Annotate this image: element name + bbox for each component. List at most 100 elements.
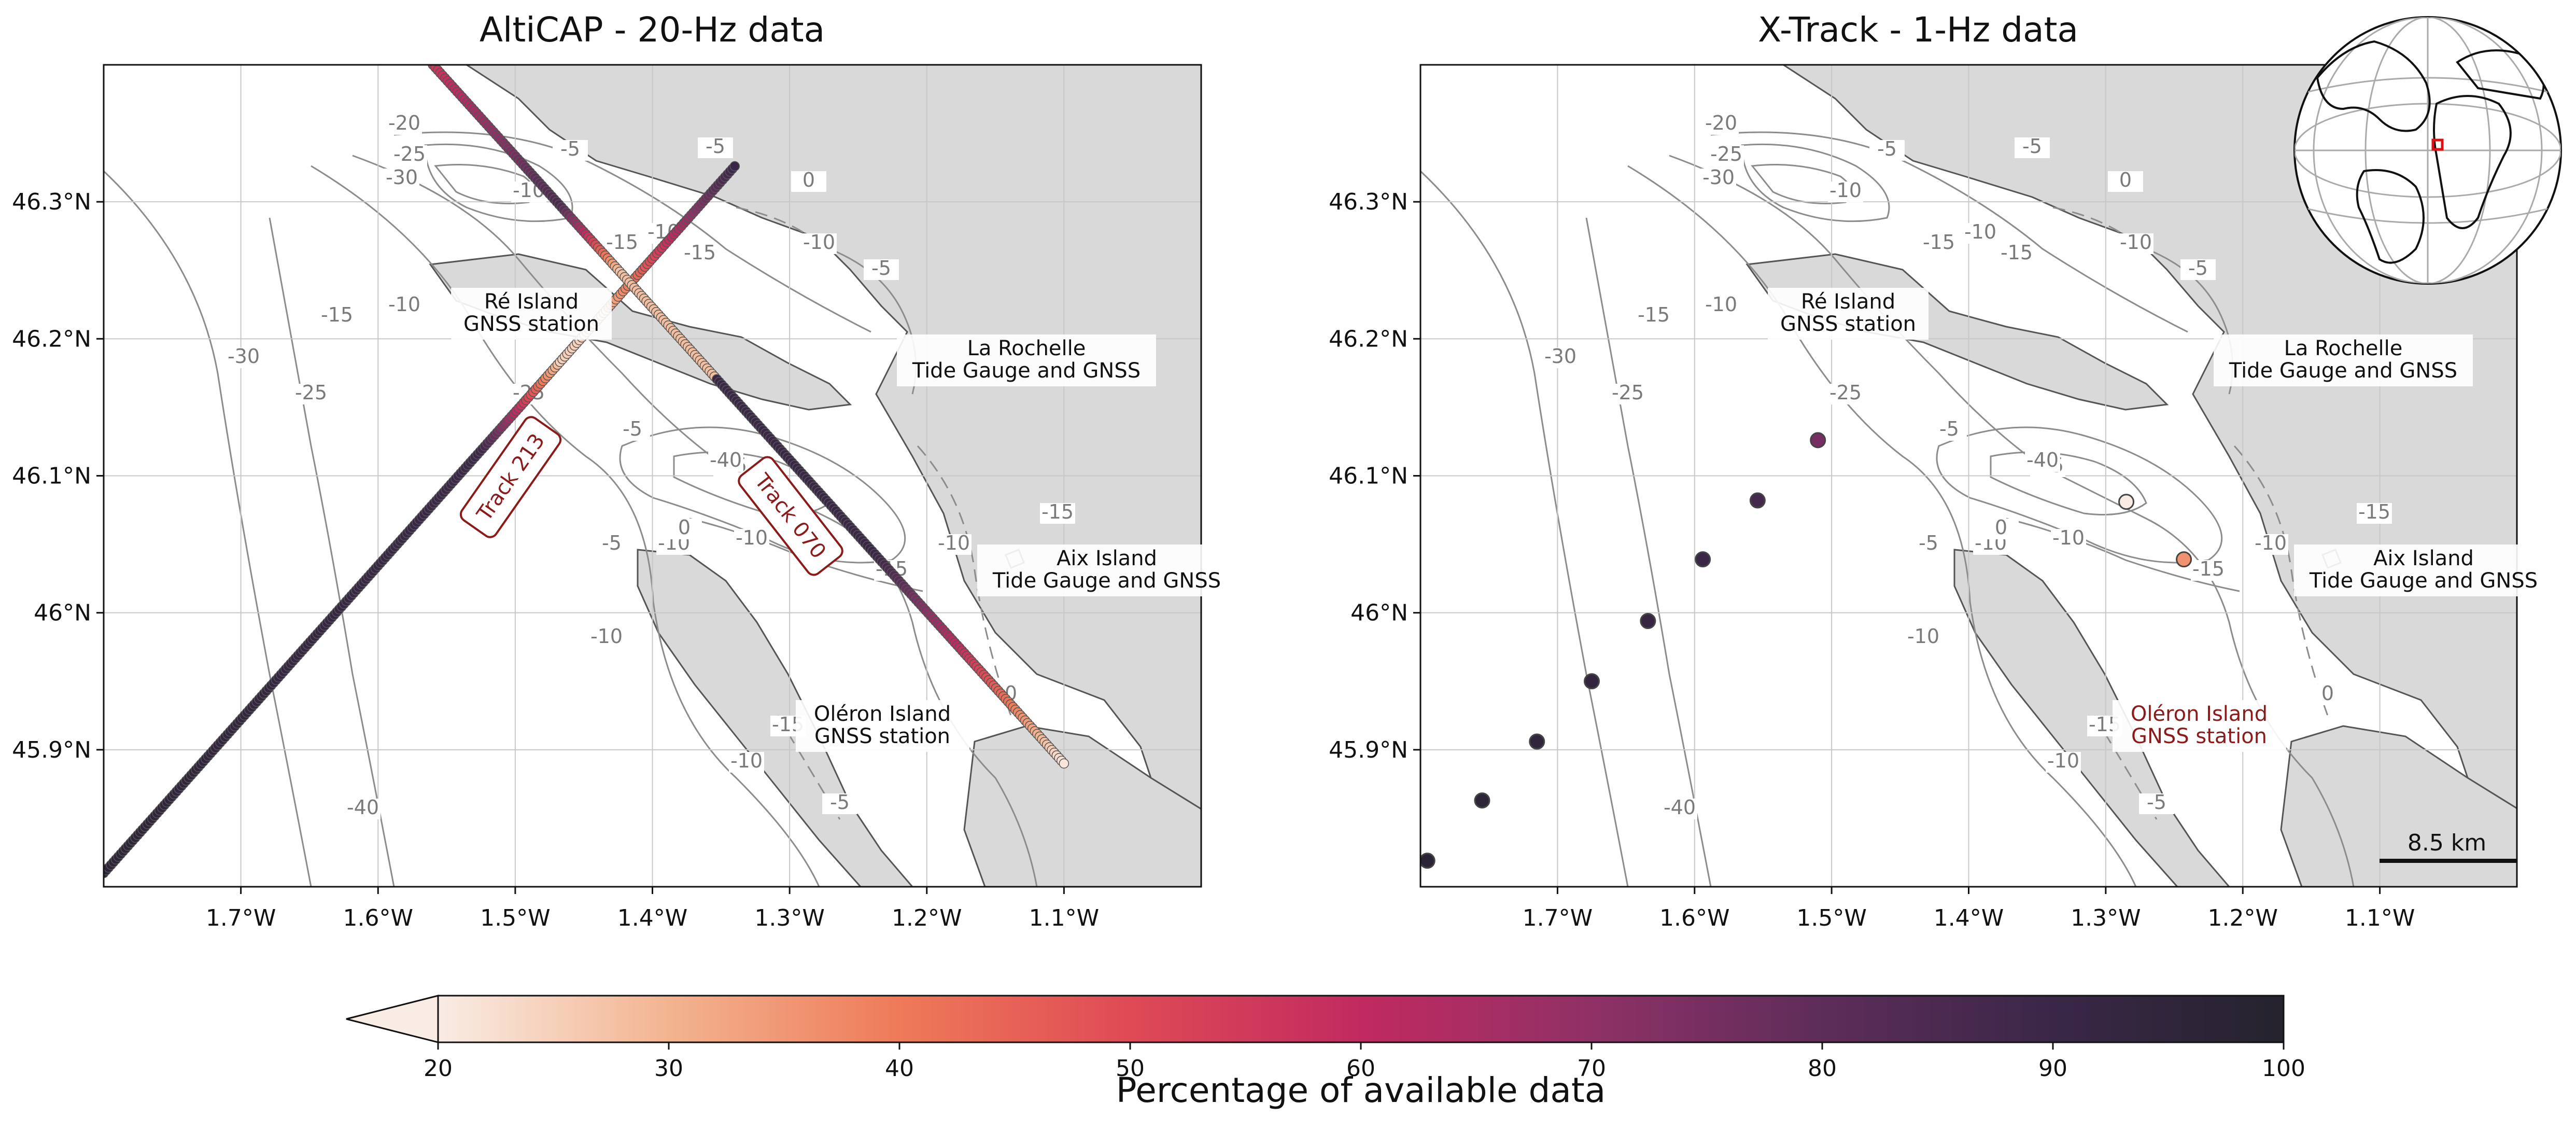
contour-label: -5	[1877, 137, 1897, 160]
colorbar-tick-label: 60	[1346, 1055, 1375, 1082]
tick-label-lon: 1.7°W	[1523, 905, 1593, 931]
xtrack-markers	[1420, 432, 2192, 869]
contour-label: -10	[1907, 625, 1939, 648]
contour-label: -5	[1919, 532, 1938, 554]
contour-label: -5	[706, 135, 725, 158]
contour-label: -15	[684, 241, 716, 264]
contour-label: -40	[347, 796, 379, 819]
contour-labels-xtrack: -20-25-30-5-10-5-10-15 -150-10-5-15 -10-25…	[1543, 111, 2392, 819]
contour-label: -10	[938, 532, 970, 554]
colorbar-tick-label: 30	[654, 1055, 683, 1082]
panel-xtrack: X-Track - 1-Hz data -20-25-30-5-10-5-10-…	[1329, 10, 2562, 931]
contour-label: -25	[295, 381, 327, 404]
contour-label: -15	[2192, 557, 2225, 580]
contour-label: -10	[2052, 526, 2085, 549]
site-oleron-name: Oléron Island	[2131, 702, 2268, 726]
panel-altimeter: AltiCAP - 20-Hz data -20-25-30-5-10-5-10…	[12, 10, 1236, 931]
contour-label: -30	[386, 166, 418, 189]
contour-label: -5	[560, 137, 580, 160]
site-rochelle-name: La Rochelle	[2284, 337, 2403, 360]
contour-label: -15	[2001, 241, 2033, 264]
axis-ticks-xtrack: 1.7°W 1.6°W 1.5°W 1.4°W 1.3°W 1.2°W 1.1°W 46.3°…	[1329, 189, 2415, 931]
contour-label: -20	[388, 111, 420, 134]
contour-label: 0	[678, 516, 691, 539]
contour-label: -15	[321, 303, 353, 326]
site-aix-name: Aix Island	[2373, 547, 2474, 570]
panel-title-altimeter: AltiCAP - 20-Hz data	[480, 10, 825, 50]
contour-label: -10	[1829, 179, 1862, 202]
site-re-type: GNSS station	[463, 312, 599, 336]
contour-label: -15	[1923, 231, 1955, 254]
contour-label: 0	[2119, 169, 2132, 191]
site-label-re-xtrack: Ré Island GNSS station	[1768, 288, 1929, 340]
scale-bar-label: 8.5 km	[2408, 830, 2486, 856]
contour-label: -5	[830, 791, 850, 814]
contour-label: -40	[1664, 796, 1696, 819]
contour-label: -5	[623, 417, 642, 440]
contour-label: -10	[736, 526, 768, 549]
tick-label-lat: 46.2°N	[12, 326, 91, 352]
contour-label: -10	[2120, 231, 2152, 254]
site-label-aix-xtrack: Aix Island Tide Gauge and GNSS	[2294, 544, 2553, 596]
site-label-rochelle-altimeter: La Rochelle Tide Gauge and GNSS	[897, 334, 1156, 386]
contour-label: -15	[1638, 303, 1670, 326]
tick-label-lat: 46.3°N	[1329, 189, 1408, 215]
colorbar-tick-label: 20	[424, 1055, 453, 1082]
track-070-marker	[1059, 758, 1069, 769]
contour-label: -15	[606, 231, 638, 254]
colorbar-tick-label: 100	[2262, 1055, 2305, 1082]
contour-label: 0	[2321, 682, 2334, 705]
contour-label: -10	[1705, 293, 1737, 316]
tick-label-lat: 45.9°N	[1329, 737, 1408, 763]
contour-label: -10	[388, 293, 420, 316]
tick-label-lat: 46.1°N	[12, 463, 91, 490]
tick-label-lon: 1.1°W	[1029, 905, 1099, 931]
tick-label-lon: 1.6°W	[343, 905, 413, 931]
panel-title-xtrack: X-Track - 1-Hz data	[1758, 10, 2078, 50]
colorbar-label: Percentage of available data	[1116, 1070, 1606, 1110]
tick-label-lat: 45.9°N	[12, 737, 91, 763]
xtrack-marker	[1695, 551, 1711, 568]
contour-label: -15	[1041, 500, 1074, 523]
xtrack-marker	[1583, 673, 1600, 690]
colorbar-tick-label: 50	[1116, 1055, 1145, 1082]
site-label-oleron-xtrack: Oléron Island GNSS station	[2113, 700, 2286, 752]
site-label-rochelle-xtrack: La Rochelle Tide Gauge and GNSS	[2214, 334, 2473, 386]
contour-label: -5	[1939, 417, 1959, 440]
xtrack-marker	[1420, 853, 1435, 869]
tick-label-lon: 1.3°W	[2071, 905, 2141, 931]
contour-label: -5	[602, 532, 622, 554]
site-re-type: GNSS station	[1780, 312, 1916, 336]
contour-label: -20	[1705, 111, 1737, 134]
xtrack-marker	[1810, 432, 1826, 449]
tick-label-lon: 1.5°W	[480, 905, 550, 931]
colorbar-ticks: 20 30 40 50 60 70 80 90 100	[424, 1042, 2305, 1082]
contour-label: -5	[2188, 257, 2208, 280]
contour-label: -10	[730, 749, 763, 772]
xtrack-marker	[1640, 613, 1656, 630]
tick-label-lon: 1.2°W	[892, 905, 962, 931]
tick-label-lon: 1.4°W	[1934, 905, 2004, 931]
contour-label: -25	[393, 143, 426, 165]
tick-label-lon: 1.6°W	[1659, 905, 1729, 931]
site-oleron-name: Oléron Island	[814, 702, 951, 726]
contour-label: -25	[1829, 381, 1862, 404]
contour-label: -40	[710, 449, 742, 471]
site-aix-type: Tide Gauge and GNSS	[992, 569, 1221, 593]
site-re-name: Ré Island	[1801, 290, 1895, 314]
track-070-markers	[428, 65, 1069, 769]
tick-label-lon: 1.1°W	[2345, 905, 2415, 931]
colorbar-tick-label: 80	[1808, 1055, 1837, 1082]
site-rochelle-type: Tide Gauge and GNSS	[2229, 359, 2457, 383]
contour-label: -5	[871, 257, 891, 280]
site-rochelle-type: Tide Gauge and GNSS	[912, 359, 1141, 383]
tick-label-lon: 1.4°W	[617, 905, 687, 931]
contour-label: -25	[1710, 143, 1742, 165]
xtrack-marker	[1749, 492, 1766, 509]
track-213-markers	[104, 161, 740, 878]
colorbar-extend-min	[346, 995, 439, 1043]
contour-label: -15	[2358, 500, 2390, 523]
contour-label: -10	[803, 231, 835, 254]
contour-label: -10	[2255, 532, 2287, 554]
